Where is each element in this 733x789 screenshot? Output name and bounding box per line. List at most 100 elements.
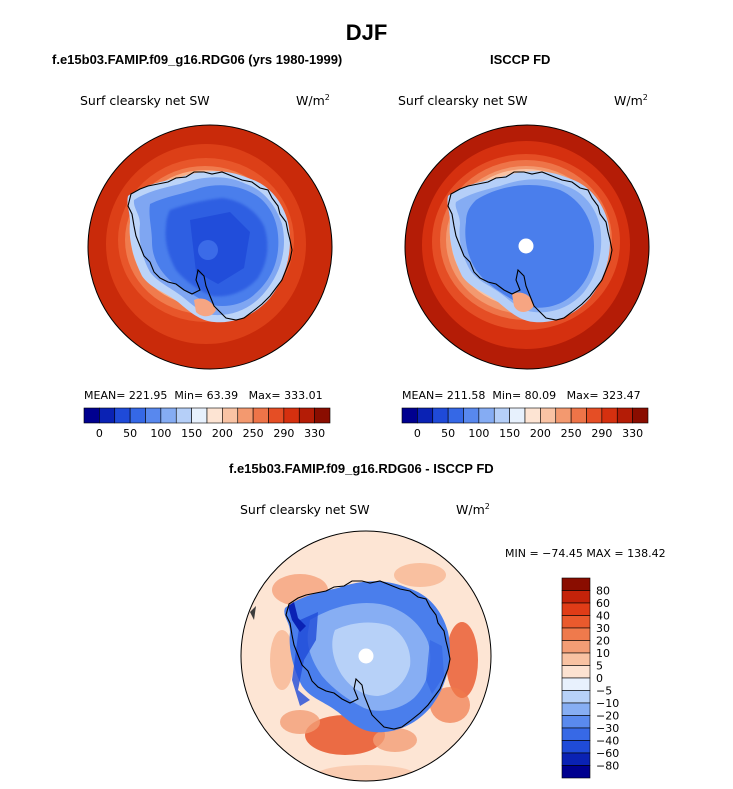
colorbar-1-swatch (252, 407, 269, 424)
panel-1-map-border (87, 124, 333, 370)
colorbar-diff-tick-label: −80 (596, 760, 619, 773)
colorbar-diff-swatch (561, 740, 591, 754)
panel-3-units: W/m2 (456, 502, 490, 518)
colorbar-diff-swatch (561, 640, 591, 654)
colorbar-2-swatch (509, 407, 526, 424)
colorbar-1-tick-label: 330 (304, 427, 325, 440)
colorbar-diff-swatch (561, 690, 591, 704)
panel-2-map (405, 125, 649, 369)
colorbar-2-swatch (478, 407, 495, 424)
colorbar-1-swatch (268, 407, 285, 424)
colorbar-diff-swatch (561, 677, 591, 691)
colorbar-1-swatch (191, 407, 208, 424)
panel-3-minmax: MIN = −74.45 MAX = 138.42 (505, 547, 666, 560)
colorbar-2-swatch (632, 407, 649, 424)
colorbar-1-tick-label: 250 (243, 427, 264, 440)
panel-1-map (88, 125, 332, 369)
colorbar-2-tick-label: 100 (468, 427, 489, 440)
colorbar-2-swatch (463, 407, 480, 424)
colorbar-diff-tick-label: 5 (596, 660, 603, 673)
colorbar-diff-swatch (561, 652, 591, 666)
colorbar-2-swatch (570, 407, 587, 424)
colorbar-diff-swatch (561, 702, 591, 716)
panel-1-title: f.e15b03.FAMIP.f09_g16.RDG06 (yrs 1980-1… (52, 52, 343, 67)
colorbar-2-swatch (524, 407, 541, 424)
colorbar-1-swatch (160, 407, 177, 424)
colorbar-diff-swatch (561, 715, 591, 729)
colorbar-diff-swatch (561, 590, 591, 604)
panel-3-map-border (240, 530, 492, 782)
colorbar-1-tick-label: 290 (273, 427, 294, 440)
colorbar-diff-swatch (561, 752, 591, 766)
panel-2-units: W/m2 (614, 93, 648, 109)
colorbar-diff-tick-label: −60 (596, 747, 619, 760)
colorbar-diff-swatch (561, 577, 591, 591)
colorbar-2-swatch (540, 407, 557, 424)
colorbar-1-tick-label: 100 (150, 427, 171, 440)
panel-3-title: f.e15b03.FAMIP.f09_g16.RDG06 - ISCCP FD (229, 461, 494, 476)
colorbar-1-swatch (129, 407, 146, 424)
colorbar-2-tick-label: 250 (561, 427, 582, 440)
panel-2-map-border (404, 124, 650, 370)
colorbar-diff-tick-label: 10 (596, 647, 610, 660)
colorbar-1-swatch (237, 407, 254, 424)
colorbar-diff-tick-label: 0 (596, 672, 603, 685)
panel-2-coastline (447, 171, 613, 321)
colorbar-2-swatch (417, 407, 434, 424)
colorbar-diff-swatch (561, 727, 591, 741)
panel-1-units: W/m2 (296, 93, 330, 109)
colorbar-2-swatch (601, 407, 618, 424)
colorbar-diff-tick-label: −40 (596, 735, 619, 748)
colorbar-2-swatch (616, 407, 633, 424)
colorbar-1-swatch (206, 407, 223, 424)
panel-1-stats: MEAN= 221.95 Min= 63.39 Max= 333.01 (84, 389, 323, 402)
colorbar-2-swatch (401, 407, 418, 424)
colorbar-2-tick-label: 290 (591, 427, 612, 440)
panel-1-coastline (127, 171, 293, 321)
panel-1-variable: Surf clearsky net SW (80, 93, 210, 108)
colorbar-2-swatch (432, 407, 449, 424)
colorbar-diff-tick-label: 30 (596, 622, 610, 635)
colorbar-1-swatch (298, 407, 315, 424)
colorbar-diff-tick-label: 20 (596, 635, 610, 648)
colorbar-1-swatch (222, 407, 239, 424)
colorbar-diff-tick-label: 80 (596, 585, 610, 598)
colorbar-diff-tick-label: −5 (596, 685, 612, 698)
colorbar-diff-swatch (561, 615, 591, 629)
colorbar-2-swatch (586, 407, 603, 424)
colorbar-diff-swatch (561, 765, 591, 779)
colorbar-1-swatch (114, 407, 131, 424)
colorbar-diff-swatch (561, 627, 591, 641)
colorbar-1-tick-label: 0 (96, 427, 103, 440)
panel-2-variable: Surf clearsky net SW (398, 93, 528, 108)
panel-3-coastline (285, 580, 451, 730)
colorbar-diff-tick-label: −30 (596, 722, 619, 735)
colorbar-1-swatch (83, 407, 100, 424)
colorbar-2-swatch (493, 407, 510, 424)
colorbar-diff-tick-label: 40 (596, 610, 610, 623)
colorbar-2-swatch (555, 407, 572, 424)
colorbar-1: 0 50 100 150 200 250 290 330 (83, 407, 331, 440)
colorbar-1-swatch (145, 407, 162, 424)
colorbar-diff-tick-label: −10 (596, 697, 619, 710)
panel-3-variable: Surf clearsky net SW (240, 502, 370, 517)
colorbar-1-swatch (99, 407, 116, 424)
colorbar-2-tick-label: 150 (499, 427, 520, 440)
panel-3-map (241, 531, 491, 781)
colorbar-2-swatch (447, 407, 464, 424)
panel-2-stats: MEAN= 211.58 Min= 80.09 Max= 323.47 (402, 389, 641, 402)
colorbar-diff-swatch (561, 602, 591, 616)
colorbar-2-tick-label: 330 (622, 427, 643, 440)
colorbar-2-tick-label: 0 (414, 427, 421, 440)
figure-title: DJF (345, 20, 388, 45)
colorbar-diff-tick-label: −20 (596, 710, 619, 723)
colorbar-2-tick-label: 200 (530, 427, 551, 440)
colorbar-diff-swatch (561, 665, 591, 679)
colorbar-2: 0 50 100 150 200 250 290 330 (401, 407, 649, 440)
colorbar-diff-tick-label: 60 (596, 597, 610, 610)
colorbar-1-tick-label: 200 (212, 427, 233, 440)
colorbar-1-swatch (314, 407, 331, 424)
colorbar-1-tick-label: 50 (123, 427, 137, 440)
